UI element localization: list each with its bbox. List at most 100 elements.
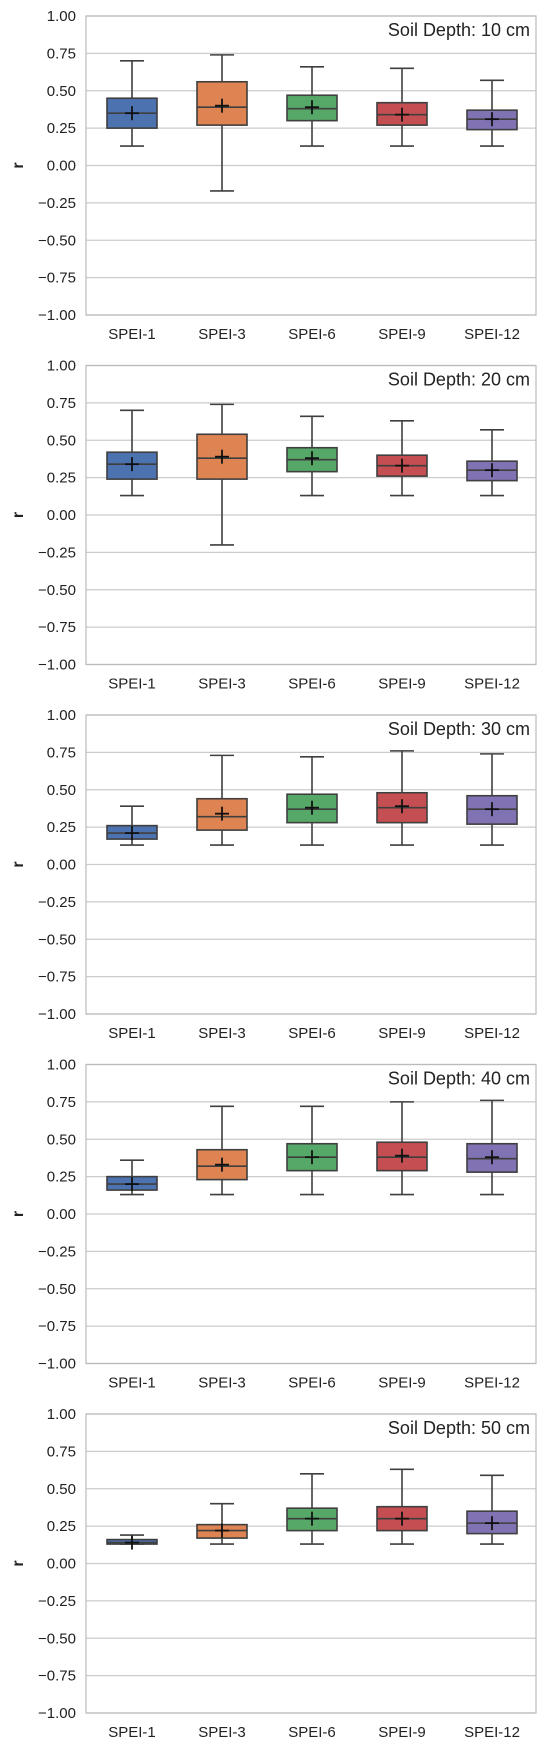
x-tick-label: SPEI-3 bbox=[198, 326, 246, 343]
y-tick-label: −1.00 bbox=[38, 307, 76, 324]
y-axis-label: r bbox=[10, 512, 27, 518]
box-SPEI-3 bbox=[196, 1105, 248, 1196]
y-axis-label: r bbox=[10, 1211, 27, 1217]
y-tick-label: −1.00 bbox=[38, 1356, 76, 1373]
box-SPEI-6 bbox=[286, 66, 338, 147]
x-tick-label: SPEI-9 bbox=[378, 1724, 426, 1741]
plot-frame bbox=[85, 364, 537, 666]
y-tick-label: 0.75 bbox=[47, 1094, 76, 1111]
x-tick-label: SPEI-3 bbox=[198, 1375, 246, 1392]
y-tick-label: −0.75 bbox=[38, 1318, 76, 1335]
y-tick-label: 0.00 bbox=[47, 857, 76, 874]
y-tick-label: −0.75 bbox=[38, 1668, 76, 1685]
x-tick-label: SPEI-6 bbox=[288, 326, 336, 343]
panel-annotation: Soil Depth: 40 cm bbox=[388, 1069, 530, 1089]
box-SPEI-12 bbox=[466, 1099, 518, 1196]
y-tick-label: −0.25 bbox=[38, 894, 76, 911]
box-SPEI-3 bbox=[196, 754, 248, 846]
box-SPEI-1 bbox=[106, 805, 158, 846]
y-tick-label: 0.25 bbox=[47, 120, 76, 137]
x-tick-label: SPEI-3 bbox=[198, 1025, 246, 1042]
y-tick-label: 0.75 bbox=[47, 1443, 76, 1460]
box-SPEI-6 bbox=[286, 756, 338, 846]
box-SPEI-12 bbox=[466, 753, 518, 846]
y-tick-label: 0.25 bbox=[47, 1518, 76, 1535]
y-tick-label: −0.75 bbox=[38, 969, 76, 986]
y-tick-label: 0.50 bbox=[47, 432, 76, 449]
y-tick-label: −1.00 bbox=[38, 1705, 76, 1722]
box-SPEI-12 bbox=[466, 79, 518, 147]
panel-annotation: Soil Depth: 30 cm bbox=[388, 719, 530, 739]
x-tick-label: SPEI-6 bbox=[288, 1375, 336, 1392]
box-SPEI-3 bbox=[196, 54, 248, 192]
y-tick-label: 0.50 bbox=[47, 83, 76, 100]
box-SPEI-1 bbox=[106, 409, 158, 497]
x-tick-label: SPEI-6 bbox=[288, 676, 336, 693]
x-tick-label: SPEI-6 bbox=[288, 1025, 336, 1042]
y-tick-label: 1.00 bbox=[47, 358, 76, 375]
box-SPEI-9 bbox=[376, 750, 428, 846]
y-axis-label: r bbox=[10, 1560, 27, 1566]
y-tick-label: 1.00 bbox=[47, 8, 76, 25]
box-SPEI-9 bbox=[376, 67, 428, 147]
y-tick-label: −0.50 bbox=[38, 232, 76, 249]
y-tick-label: 0.00 bbox=[47, 1556, 76, 1573]
box-SPEI-3 bbox=[196, 1502, 248, 1545]
x-tick-label: SPEI-1 bbox=[108, 1025, 156, 1042]
box-SPEI-1 bbox=[106, 60, 158, 147]
y-tick-label: 1.00 bbox=[47, 1057, 76, 1074]
y-tick-label: −0.50 bbox=[38, 1281, 76, 1298]
x-tick-label: SPEI-3 bbox=[198, 1724, 246, 1741]
y-tick-label: 1.00 bbox=[47, 707, 76, 724]
y-tick-label: −0.25 bbox=[38, 195, 76, 212]
x-tick-label: SPEI-12 bbox=[464, 1724, 520, 1741]
plot-frame bbox=[85, 1413, 537, 1714]
chart-panel-1: 1.00 0.75 0.50 0.25 0.00 −0.25 −0.50 −0.75 −1.00… bbox=[10, 8, 537, 343]
box-iqr bbox=[106, 451, 158, 480]
y-tick-label: −0.25 bbox=[38, 1243, 76, 1260]
box-SPEI-1 bbox=[106, 1534, 158, 1550]
y-tick-label: −0.75 bbox=[38, 270, 76, 287]
y-tick-label: −0.75 bbox=[38, 619, 76, 636]
box-SPEI-1 bbox=[106, 1159, 158, 1196]
x-tick-label: SPEI-9 bbox=[378, 326, 426, 343]
box-SPEI-12 bbox=[466, 1474, 518, 1545]
x-tick-label: SPEI-12 bbox=[464, 326, 520, 343]
y-axis-label: r bbox=[10, 861, 27, 867]
y-tick-label: 0.00 bbox=[47, 1206, 76, 1223]
plot-frame bbox=[85, 714, 537, 1015]
box-SPEI-9 bbox=[376, 1468, 428, 1545]
y-tick-label: 0.75 bbox=[47, 744, 76, 761]
x-tick-label: SPEI-9 bbox=[378, 676, 426, 693]
y-axis-label: r bbox=[10, 162, 27, 168]
box-SPEI-12 bbox=[466, 428, 518, 497]
y-tick-label: 0.00 bbox=[47, 158, 76, 175]
plot-frame bbox=[85, 1063, 537, 1365]
x-tick-label: SPEI-1 bbox=[108, 326, 156, 343]
y-tick-label: −0.25 bbox=[38, 1593, 76, 1610]
box-SPEI-3 bbox=[196, 403, 248, 546]
x-tick-label: SPEI-1 bbox=[108, 1724, 156, 1741]
y-tick-label: 0.75 bbox=[47, 45, 76, 62]
x-tick-label: SPEI-12 bbox=[464, 1375, 520, 1392]
y-tick-label: 0.00 bbox=[47, 507, 76, 524]
x-tick-label: SPEI-9 bbox=[378, 1025, 426, 1042]
y-tick-label: 0.75 bbox=[47, 395, 76, 412]
y-tick-label: 0.25 bbox=[47, 1169, 76, 1186]
chart-panel-5: 1.00 0.75 0.50 0.25 0.00 −0.25 −0.50 −0.75 −1.00… bbox=[10, 1406, 537, 1741]
panel-annotation: Soil Depth: 50 cm bbox=[388, 1418, 530, 1438]
x-tick-label: SPEI-1 bbox=[108, 676, 156, 693]
box-SPEI-6 bbox=[286, 415, 338, 497]
chart-panel-3: 1.00 0.75 0.50 0.25 0.00 −0.25 −0.50 −0.75 −1.00… bbox=[10, 707, 537, 1042]
y-tick-label: 0.50 bbox=[47, 1481, 76, 1498]
x-tick-label: SPEI-3 bbox=[198, 676, 246, 693]
x-tick-label: SPEI-1 bbox=[108, 1375, 156, 1392]
box-SPEI-9 bbox=[376, 420, 428, 497]
y-tick-label: −0.50 bbox=[38, 1630, 76, 1647]
box-SPEI-9 bbox=[376, 1101, 428, 1196]
y-tick-label: 0.50 bbox=[47, 782, 76, 799]
plot-frame bbox=[85, 15, 537, 316]
y-tick-label: −1.00 bbox=[38, 1006, 76, 1023]
